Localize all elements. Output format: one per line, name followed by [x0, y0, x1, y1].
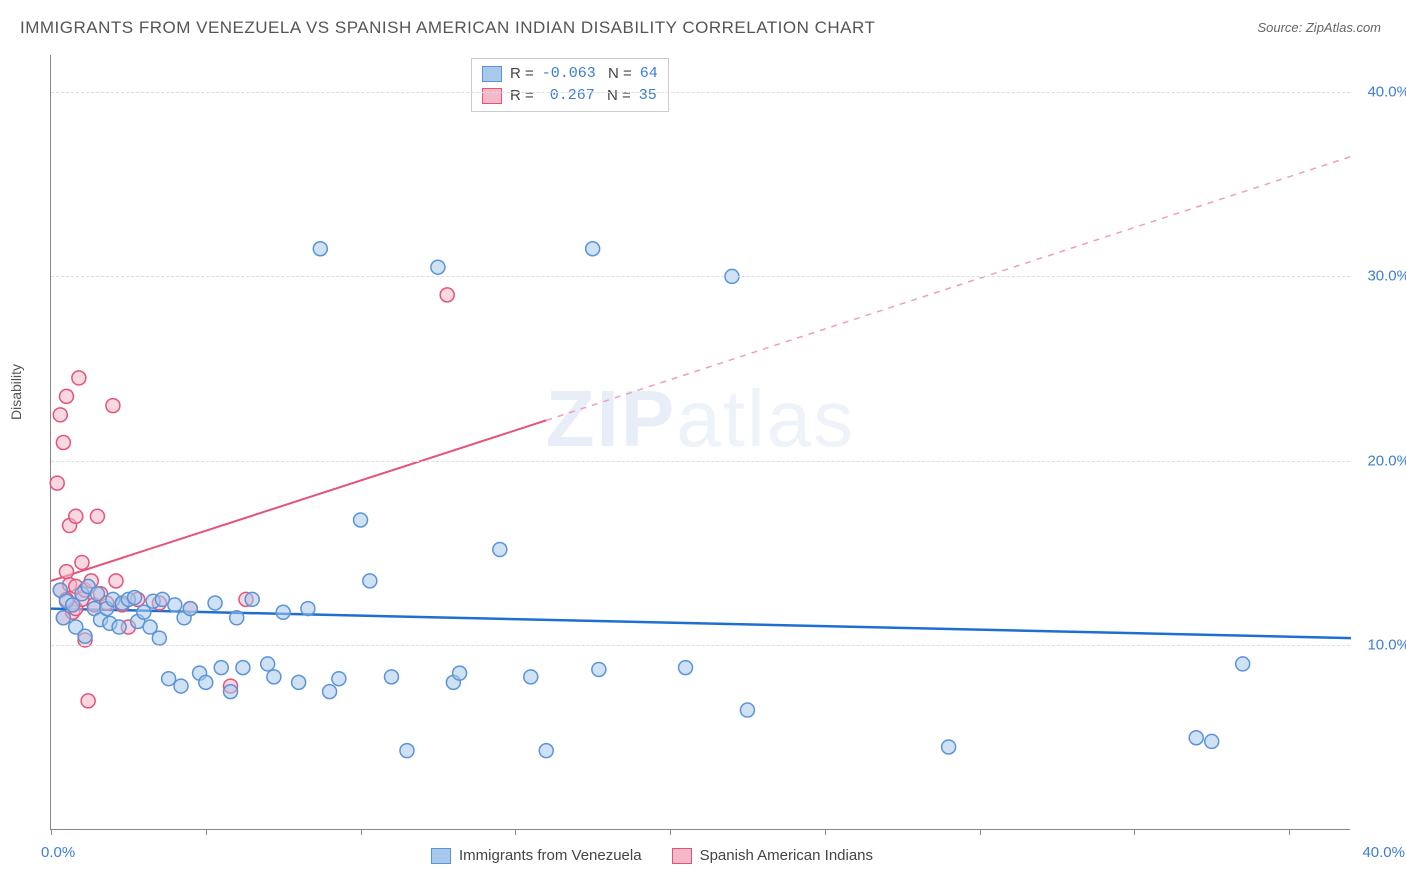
x-tick-mark	[980, 829, 981, 835]
legend-label: Immigrants from Venezuela	[459, 847, 642, 864]
swatch-blue-icon	[431, 848, 451, 864]
gridline	[51, 645, 1350, 646]
gridline	[51, 276, 1350, 277]
x-tick-max: 40.0%	[1362, 844, 1405, 861]
x-tick-min: 0.0%	[41, 844, 75, 861]
x-tick-mark	[825, 829, 826, 835]
gridline	[51, 92, 1350, 93]
legend-item-spanish-indian: Spanish American Indians	[672, 847, 873, 864]
swatch-pink-icon	[672, 848, 692, 864]
source-attribution: Source: ZipAtlas.com	[1257, 20, 1381, 35]
x-tick-mark	[670, 829, 671, 835]
x-tick-mark	[51, 829, 52, 835]
chart-plot-area: ZIPatlas R =-0.063 N =64 R =0.267 N =35 …	[50, 55, 1350, 830]
y-tick-label: 30.0%	[1367, 268, 1406, 285]
y-axis-label: Disability	[8, 364, 24, 420]
y-tick-label: 10.0%	[1367, 637, 1406, 654]
x-tick-mark	[206, 829, 207, 835]
scatter-svg	[51, 55, 1350, 829]
series-legend: Immigrants from Venezuela Spanish Americ…	[431, 847, 873, 864]
legend-label: Spanish American Indians	[700, 847, 873, 864]
x-tick-mark	[1289, 829, 1290, 835]
x-tick-mark	[515, 829, 516, 835]
gridline	[51, 461, 1350, 462]
x-tick-mark	[1134, 829, 1135, 835]
y-tick-label: 20.0%	[1367, 452, 1406, 469]
y-tick-label: 40.0%	[1367, 83, 1406, 100]
legend-item-venezuela: Immigrants from Venezuela	[431, 847, 642, 864]
x-tick-mark	[361, 829, 362, 835]
chart-title: IMMIGRANTS FROM VENEZUELA VS SPANISH AME…	[20, 18, 875, 38]
